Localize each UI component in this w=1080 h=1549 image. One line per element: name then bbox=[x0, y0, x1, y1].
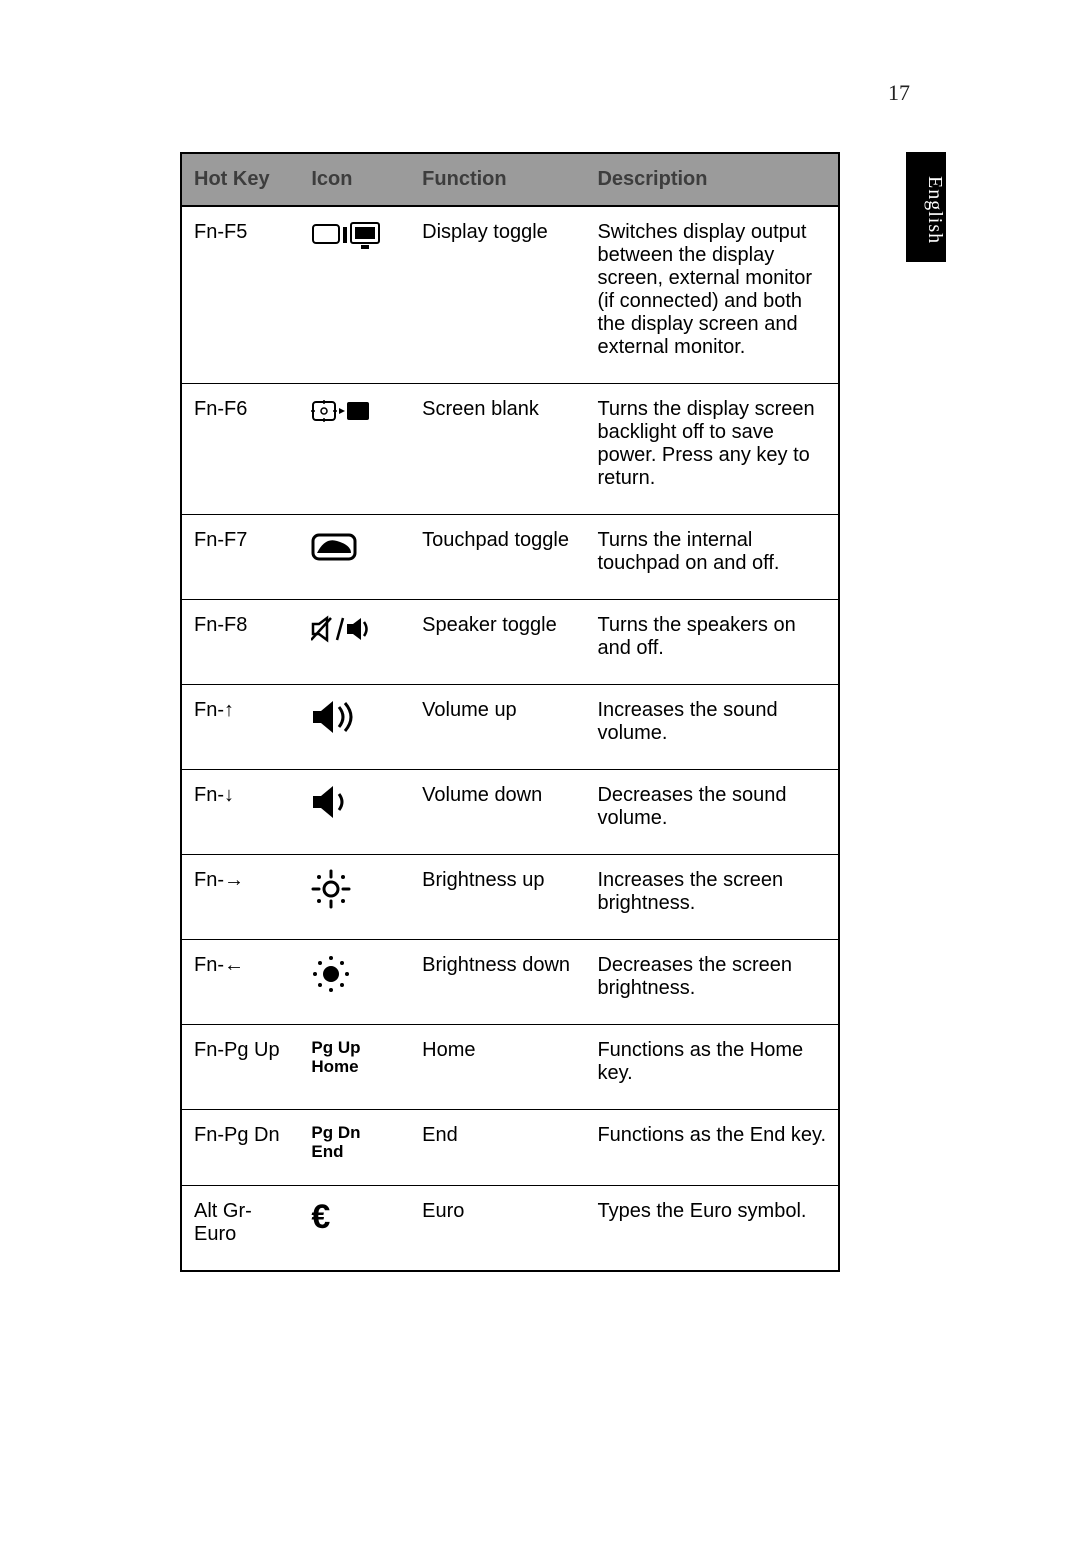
hotkey-cell: Fn-↓ bbox=[181, 770, 299, 855]
icon-cell bbox=[299, 685, 410, 770]
table-row: Fn-F8 Speaker toggle Turns the speakers bbox=[181, 600, 839, 685]
speaker-toggle-icon bbox=[311, 614, 371, 644]
hotkey-cell: Fn-F7 bbox=[181, 515, 299, 600]
pgdn-end-text: Pg Dn End bbox=[311, 1124, 400, 1161]
hotkey-cell: Alt Gr-Euro bbox=[181, 1186, 299, 1272]
description-cell: Decreases the screen brightness. bbox=[585, 940, 839, 1025]
table-row: Fn-F6 Screen blank Turns the displ bbox=[181, 384, 839, 515]
function-cell: Screen blank bbox=[410, 384, 585, 515]
function-cell: Euro bbox=[410, 1186, 585, 1272]
icon-text-line2: End bbox=[311, 1142, 343, 1161]
table-row: Fn-F5 Display toggle Switches display ou… bbox=[181, 206, 839, 384]
function-cell: Volume up bbox=[410, 685, 585, 770]
description-cell: Increases the sound volume. bbox=[585, 685, 839, 770]
table-row: Fn-F7 Touchpad toggle Turns the internal… bbox=[181, 515, 839, 600]
icon-cell bbox=[299, 855, 410, 940]
icon-cell bbox=[299, 940, 410, 1025]
table-row: Fn-↓ Volume down Decreases the sound vol… bbox=[181, 770, 839, 855]
volume-down-icon bbox=[311, 784, 353, 820]
hotkey-cell: Fn-→ bbox=[181, 855, 299, 940]
icon-cell bbox=[299, 206, 410, 384]
function-cell: Touchpad toggle bbox=[410, 515, 585, 600]
table-row: Fn-→ bbox=[181, 855, 839, 940]
icon-cell bbox=[299, 515, 410, 600]
document-page: 17 English Hot Key Icon Function Descrip… bbox=[0, 0, 1080, 1549]
icon-cell bbox=[299, 770, 410, 855]
header-icon: Icon bbox=[299, 153, 410, 206]
description-cell: Functions as the Home key. bbox=[585, 1025, 839, 1110]
icon-text-line2: Home bbox=[311, 1057, 358, 1076]
pgup-home-text: Pg Up Home bbox=[311, 1039, 400, 1076]
hotkey-cell: Fn-Pg Up bbox=[181, 1025, 299, 1110]
function-cell: Brightness down bbox=[410, 940, 585, 1025]
table-row: Fn-Pg Up Pg Up Home Home Functions as th… bbox=[181, 1025, 839, 1110]
description-cell: Switches display output between the disp… bbox=[585, 206, 839, 384]
description-cell: Turns the display screen backlight off t… bbox=[585, 384, 839, 515]
volume-up-icon bbox=[311, 699, 357, 735]
header-description: Description bbox=[585, 153, 839, 206]
euro-icon: € bbox=[311, 1198, 330, 1236]
icon-cell bbox=[299, 600, 410, 685]
hotkey-cell: Fn-Pg Dn bbox=[181, 1110, 299, 1186]
function-cell: Brightness up bbox=[410, 855, 585, 940]
function-cell: End bbox=[410, 1110, 585, 1186]
description-cell: Types the Euro symbol. bbox=[585, 1186, 839, 1272]
table-row: Fn-Pg Dn Pg Dn End End Functions as the … bbox=[181, 1110, 839, 1186]
description-cell: Turns the internal touchpad on and off. bbox=[585, 515, 839, 600]
hotkey-cell: Fn-F8 bbox=[181, 600, 299, 685]
page-number: 17 bbox=[888, 80, 910, 106]
brightness-up-icon bbox=[311, 869, 351, 909]
table-header-row: Hot Key Icon Function Description bbox=[181, 153, 839, 206]
hotkey-cell: Fn-↑ bbox=[181, 685, 299, 770]
function-cell: Display toggle bbox=[410, 206, 585, 384]
icon-cell: Pg Up Home bbox=[299, 1025, 410, 1110]
icon-text-line1: Pg Up bbox=[311, 1038, 360, 1057]
icon-text-line1: Pg Dn bbox=[311, 1123, 360, 1142]
touchpad-icon bbox=[311, 529, 357, 561]
table-row: Alt Gr-Euro € Euro Types the Euro symbol… bbox=[181, 1186, 839, 1272]
language-tab: English bbox=[906, 152, 946, 262]
icon-cell: Pg Dn End bbox=[299, 1110, 410, 1186]
header-hotkey: Hot Key bbox=[181, 153, 299, 206]
table-row: Fn-← Brightness down Decreases the scree… bbox=[181, 940, 839, 1025]
header-function: Function bbox=[410, 153, 585, 206]
table-row: Fn-↑ Volume up Increases the sound volum… bbox=[181, 685, 839, 770]
icon-cell: € bbox=[299, 1186, 410, 1272]
hotkey-cell: Fn-F6 bbox=[181, 384, 299, 515]
description-cell: Turns the speakers on and off. bbox=[585, 600, 839, 685]
function-cell: Home bbox=[410, 1025, 585, 1110]
display-toggle-icon bbox=[311, 221, 383, 253]
description-cell: Decreases the sound volume. bbox=[585, 770, 839, 855]
function-cell: Speaker toggle bbox=[410, 600, 585, 685]
brightness-down-icon bbox=[311, 954, 351, 994]
hotkey-cell: Fn-← bbox=[181, 940, 299, 1025]
screen-blank-icon bbox=[311, 398, 371, 424]
description-cell: Increases the screen brightness. bbox=[585, 855, 839, 940]
description-cell: Functions as the End key. bbox=[585, 1110, 839, 1186]
hotkey-table: Hot Key Icon Function Description Fn-F5 bbox=[180, 152, 840, 1272]
icon-cell bbox=[299, 384, 410, 515]
hotkey-cell: Fn-F5 bbox=[181, 206, 299, 384]
function-cell: Volume down bbox=[410, 770, 585, 855]
